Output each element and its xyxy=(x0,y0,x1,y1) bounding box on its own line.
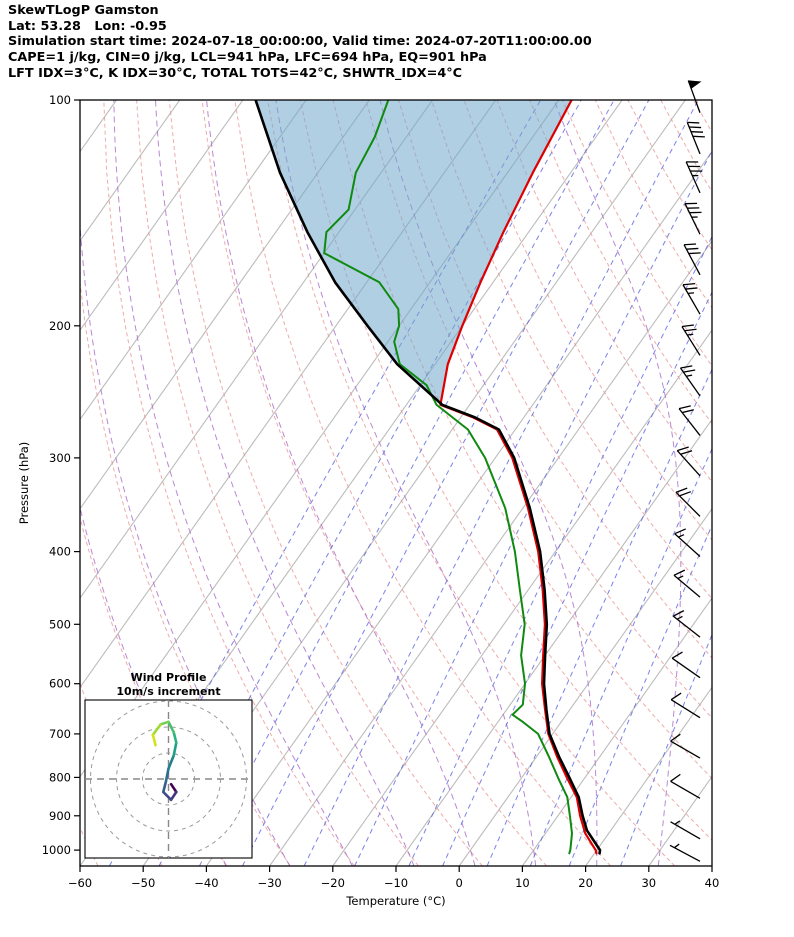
hodograph-trace-segment xyxy=(151,733,157,747)
sim-time-line: Simulation start time: 2024-07-18_00:00:… xyxy=(8,34,592,50)
pressure-axis: 100 200 300 400 500 600 700 800 900 1000 xyxy=(42,93,80,857)
page-title: SkewTLogP Gamston xyxy=(8,3,159,18)
parcel-curve xyxy=(254,100,602,855)
pressure-tick-label: 700 xyxy=(49,727,71,741)
temperature-tick-label: 40 xyxy=(705,876,720,890)
temperature-tick-label: −50 xyxy=(131,876,155,890)
temperature-tick-label: 20 xyxy=(578,876,593,890)
temperature-tick-label: 30 xyxy=(641,876,656,890)
lift-indices-line: LFT IDX=3°C, K IDX=30°C, TOTAL TOTS=42°C… xyxy=(8,65,463,81)
negative-area-shading xyxy=(255,100,572,405)
temperature-axis: −60 −50 −40 −30 −20 −10 0 10 20 30 40 xyxy=(68,866,719,890)
hodograph-ring xyxy=(142,752,195,806)
cape-indices-line: CAPE=1 j/kg, CIN=0 j/kg, LCL=941 hPa, LF… xyxy=(8,50,487,66)
pressure-tick-label: 800 xyxy=(49,770,71,784)
hodograph-trace-segment xyxy=(164,767,170,783)
hodograph-ring xyxy=(116,726,221,832)
pressure-tick-label: 400 xyxy=(49,545,71,559)
hodograph-trace-segment xyxy=(167,720,175,734)
temperature-tick-label: −30 xyxy=(257,876,281,890)
hodograph-trace-segment xyxy=(169,790,178,802)
hodograph-trace-segment xyxy=(162,790,173,802)
pressure-tick-label: 200 xyxy=(49,319,71,333)
hodograph-trace-segment xyxy=(172,741,178,757)
temperature-tick-label: −20 xyxy=(321,876,345,890)
pressure-tick-label: 100 xyxy=(49,93,71,107)
pressure-tick-label: 500 xyxy=(49,617,71,631)
temperature-curve xyxy=(439,100,598,855)
hodograph-ring xyxy=(90,700,247,858)
temperature-tick-label: −10 xyxy=(384,876,408,890)
hodograph-trace-segment xyxy=(159,720,170,726)
wind-barbs xyxy=(669,80,705,862)
temperature-tick-label: −40 xyxy=(194,876,218,890)
hodograph-trace-segment xyxy=(169,782,178,794)
temperature-tick-label: 10 xyxy=(515,876,530,890)
pressure-tick-label: 1000 xyxy=(42,843,71,857)
temperature-axis-label: Temperature (°C) xyxy=(345,894,445,908)
temperature-tick-label: 0 xyxy=(456,876,463,890)
pressure-tick-label: 300 xyxy=(49,451,71,465)
mixing-ratio-lines xyxy=(108,100,712,866)
hodograph-title-line: 10m/s increment xyxy=(116,685,220,698)
coords-line: Lat: 53.28 Lon: -0.95 xyxy=(8,18,167,34)
hodograph-trace-segment xyxy=(162,780,168,794)
hodograph-trace-segment xyxy=(167,754,175,770)
pressure-tick-label: 600 xyxy=(49,677,71,691)
header-block: SkewTLogP Gamston Lat: 53.28 Lon: -0.95 … xyxy=(8,3,592,82)
hodograph-trace-segment xyxy=(172,730,178,744)
pressure-tick-label: 900 xyxy=(49,809,71,823)
hodograph-trace-segment xyxy=(151,723,162,737)
temperature-tick-label: −60 xyxy=(68,876,92,890)
dewpoint-curve xyxy=(323,100,573,855)
hodograph-title-line: Wind Profile xyxy=(131,671,207,684)
pressure-axis-label: Pressure (hPa) xyxy=(17,442,31,525)
